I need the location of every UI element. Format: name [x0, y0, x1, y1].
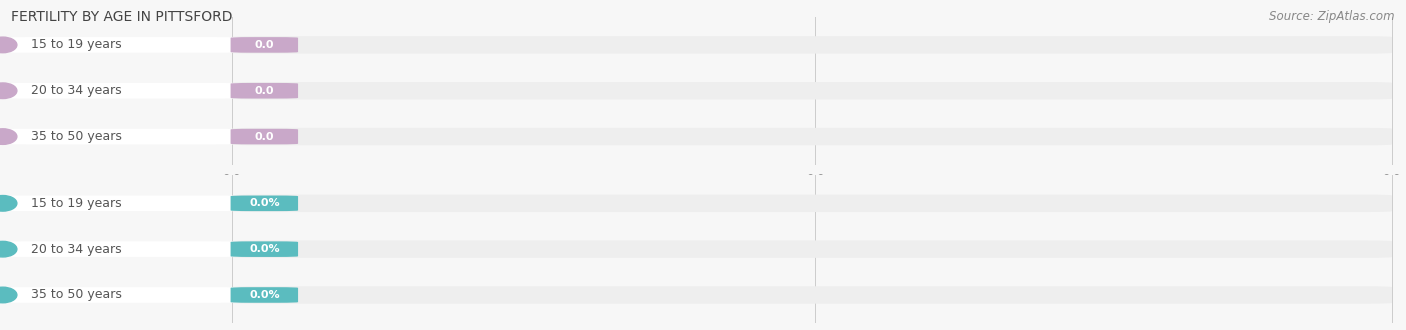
FancyBboxPatch shape	[231, 129, 298, 145]
Text: 0.0: 0.0	[254, 86, 274, 96]
FancyBboxPatch shape	[232, 195, 1392, 212]
FancyBboxPatch shape	[232, 82, 1392, 99]
Text: 35 to 50 years: 35 to 50 years	[31, 130, 122, 143]
FancyBboxPatch shape	[231, 195, 298, 211]
Ellipse shape	[0, 241, 17, 257]
Ellipse shape	[0, 37, 17, 53]
Text: 35 to 50 years: 35 to 50 years	[31, 288, 122, 302]
FancyBboxPatch shape	[232, 128, 1392, 145]
Text: 0.0%: 0.0%	[249, 290, 280, 300]
FancyBboxPatch shape	[231, 241, 298, 257]
FancyBboxPatch shape	[3, 195, 239, 211]
Text: 0.0%: 0.0%	[249, 198, 280, 208]
FancyBboxPatch shape	[231, 83, 298, 99]
FancyBboxPatch shape	[3, 129, 239, 145]
Text: FERTILITY BY AGE IN PITTSFORD: FERTILITY BY AGE IN PITTSFORD	[11, 10, 233, 24]
FancyBboxPatch shape	[3, 37, 239, 53]
Text: 20 to 34 years: 20 to 34 years	[31, 84, 121, 97]
Text: 0.0: 0.0	[254, 132, 274, 142]
Ellipse shape	[0, 195, 17, 211]
FancyBboxPatch shape	[231, 37, 298, 53]
FancyBboxPatch shape	[3, 287, 239, 303]
FancyBboxPatch shape	[3, 83, 239, 99]
Text: 15 to 19 years: 15 to 19 years	[31, 38, 121, 51]
FancyBboxPatch shape	[232, 241, 1392, 258]
FancyBboxPatch shape	[231, 287, 298, 303]
Ellipse shape	[0, 129, 17, 145]
Text: 15 to 19 years: 15 to 19 years	[31, 197, 121, 210]
Text: 0.0: 0.0	[254, 40, 274, 50]
FancyBboxPatch shape	[232, 286, 1392, 304]
Ellipse shape	[0, 287, 17, 303]
FancyBboxPatch shape	[232, 36, 1392, 53]
Text: Source: ZipAtlas.com: Source: ZipAtlas.com	[1270, 10, 1395, 23]
FancyBboxPatch shape	[3, 241, 239, 257]
Text: 0.0%: 0.0%	[249, 244, 280, 254]
Ellipse shape	[0, 83, 17, 99]
Text: 20 to 34 years: 20 to 34 years	[31, 243, 121, 256]
